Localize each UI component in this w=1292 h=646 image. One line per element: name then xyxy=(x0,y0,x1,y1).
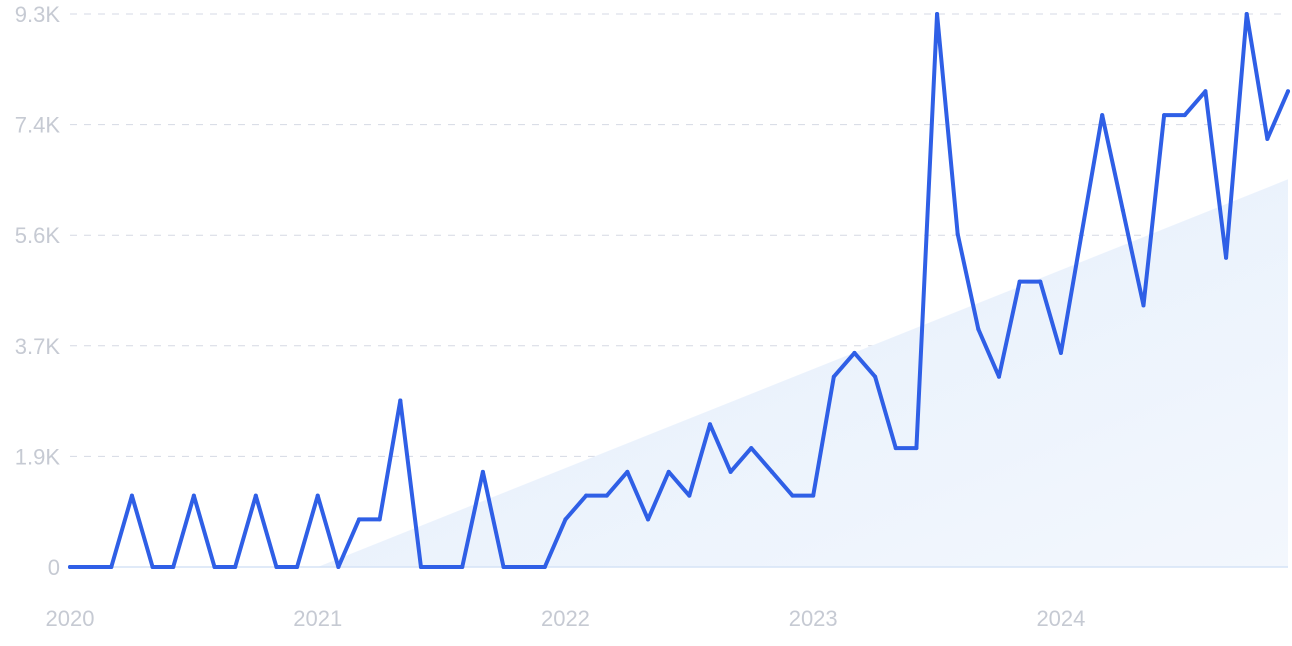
data-point xyxy=(212,565,217,569)
data-point xyxy=(914,446,919,451)
data-point xyxy=(1141,303,1146,308)
y-tick-label: 9.3K xyxy=(15,2,61,27)
data-point xyxy=(893,446,898,451)
x-tick-label: 2021 xyxy=(293,606,342,631)
data-point xyxy=(233,565,238,569)
data-point xyxy=(336,565,341,569)
data-point xyxy=(109,565,114,569)
data-point xyxy=(604,493,609,498)
data-point xyxy=(625,469,630,474)
data-point xyxy=(1079,232,1084,237)
data-point xyxy=(584,493,589,498)
data-point xyxy=(563,517,568,522)
data-point xyxy=(996,374,1001,379)
data-point xyxy=(728,469,733,474)
data-point xyxy=(191,493,196,498)
data-point xyxy=(315,493,320,498)
data-point xyxy=(749,446,754,451)
data-point xyxy=(935,12,940,16)
data-point xyxy=(357,517,362,522)
data-point xyxy=(439,565,444,569)
data-point xyxy=(398,398,403,403)
data-point xyxy=(460,565,465,569)
data-point xyxy=(1120,208,1125,213)
data-point xyxy=(522,565,527,569)
data-point xyxy=(1203,89,1208,94)
data-point xyxy=(418,565,423,569)
data-point xyxy=(253,493,258,498)
x-tick-label: 2020 xyxy=(46,606,95,631)
data-point xyxy=(646,517,651,522)
data-point xyxy=(852,350,857,355)
data-point xyxy=(150,565,155,569)
x-tick-label: 2024 xyxy=(1036,606,1085,631)
data-point xyxy=(480,469,485,474)
data-point xyxy=(1286,89,1290,94)
data-point xyxy=(1182,113,1187,118)
data-point xyxy=(873,374,878,379)
data-point xyxy=(687,493,692,498)
data-point xyxy=(1038,279,1043,284)
y-tick-label: 0 xyxy=(48,555,60,580)
data-point xyxy=(666,469,671,474)
series-line xyxy=(68,12,1290,569)
y-tick-label: 1.9K xyxy=(15,444,61,469)
data-point xyxy=(1244,12,1249,16)
data-point xyxy=(542,565,547,569)
data-point xyxy=(1162,113,1167,118)
data-point xyxy=(501,565,506,569)
data-point xyxy=(1017,279,1022,284)
data-point xyxy=(1224,255,1229,260)
y-tick-label: 3.7K xyxy=(15,334,61,359)
data-point xyxy=(976,327,981,332)
series-line-group xyxy=(68,12,1290,569)
data-point xyxy=(955,232,960,237)
y-tick-label: 7.4K xyxy=(15,113,61,138)
data-point xyxy=(295,565,300,569)
data-point xyxy=(1100,113,1105,118)
y-tick-label: 5.6K xyxy=(15,223,61,248)
trend-area xyxy=(317,179,1288,568)
x-axis-tick-labels: 2020 2021 2022 2023 2024 xyxy=(46,606,1086,631)
data-point xyxy=(707,422,712,427)
data-point xyxy=(831,374,836,379)
x-tick-label: 2022 xyxy=(541,606,590,631)
data-point xyxy=(769,469,774,474)
data-point xyxy=(68,565,72,569)
data-point xyxy=(88,565,93,569)
data-point xyxy=(377,517,382,522)
data-point xyxy=(811,493,816,498)
data-point xyxy=(129,493,134,498)
y-axis-tick-labels: 0 1.9K 3.7K 5.6K 7.4K 9.3K xyxy=(15,2,61,580)
x-tick-label: 2023 xyxy=(789,606,838,631)
data-point xyxy=(790,493,795,498)
data-point xyxy=(274,565,279,569)
data-point xyxy=(171,565,176,569)
data-point xyxy=(1265,136,1270,141)
data-point xyxy=(1058,350,1063,355)
trend-area-shape xyxy=(317,179,1288,568)
